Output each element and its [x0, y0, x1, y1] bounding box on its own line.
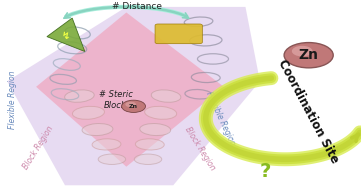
Ellipse shape — [134, 154, 162, 164]
Ellipse shape — [145, 106, 177, 119]
Text: Zn: Zn — [299, 48, 319, 62]
Polygon shape — [7, 7, 260, 185]
Ellipse shape — [98, 154, 126, 164]
Text: Zn: Zn — [129, 104, 138, 109]
Text: # Distance: # Distance — [112, 2, 162, 11]
Polygon shape — [36, 12, 224, 167]
Text: Flexible Region: Flexible Region — [8, 70, 17, 129]
Text: Flexible Region: Flexible Region — [204, 90, 237, 147]
Ellipse shape — [92, 139, 121, 150]
Polygon shape — [47, 18, 85, 51]
Circle shape — [122, 100, 145, 112]
Text: # Steric
Block: # Steric Block — [99, 90, 132, 109]
FancyBboxPatch shape — [155, 24, 202, 44]
Ellipse shape — [135, 139, 164, 150]
Ellipse shape — [73, 106, 104, 119]
Circle shape — [125, 102, 136, 107]
Ellipse shape — [65, 90, 94, 102]
Text: ?: ? — [260, 162, 271, 181]
Circle shape — [284, 43, 333, 68]
Text: Block Region: Block Region — [183, 125, 217, 171]
Text: Block Region: Block Region — [21, 125, 55, 171]
Ellipse shape — [82, 124, 113, 136]
Text: ↯: ↯ — [62, 31, 70, 41]
Ellipse shape — [151, 90, 181, 102]
Circle shape — [292, 46, 313, 57]
Ellipse shape — [140, 124, 171, 136]
Text: Coordination Site: Coordination Site — [276, 57, 342, 165]
